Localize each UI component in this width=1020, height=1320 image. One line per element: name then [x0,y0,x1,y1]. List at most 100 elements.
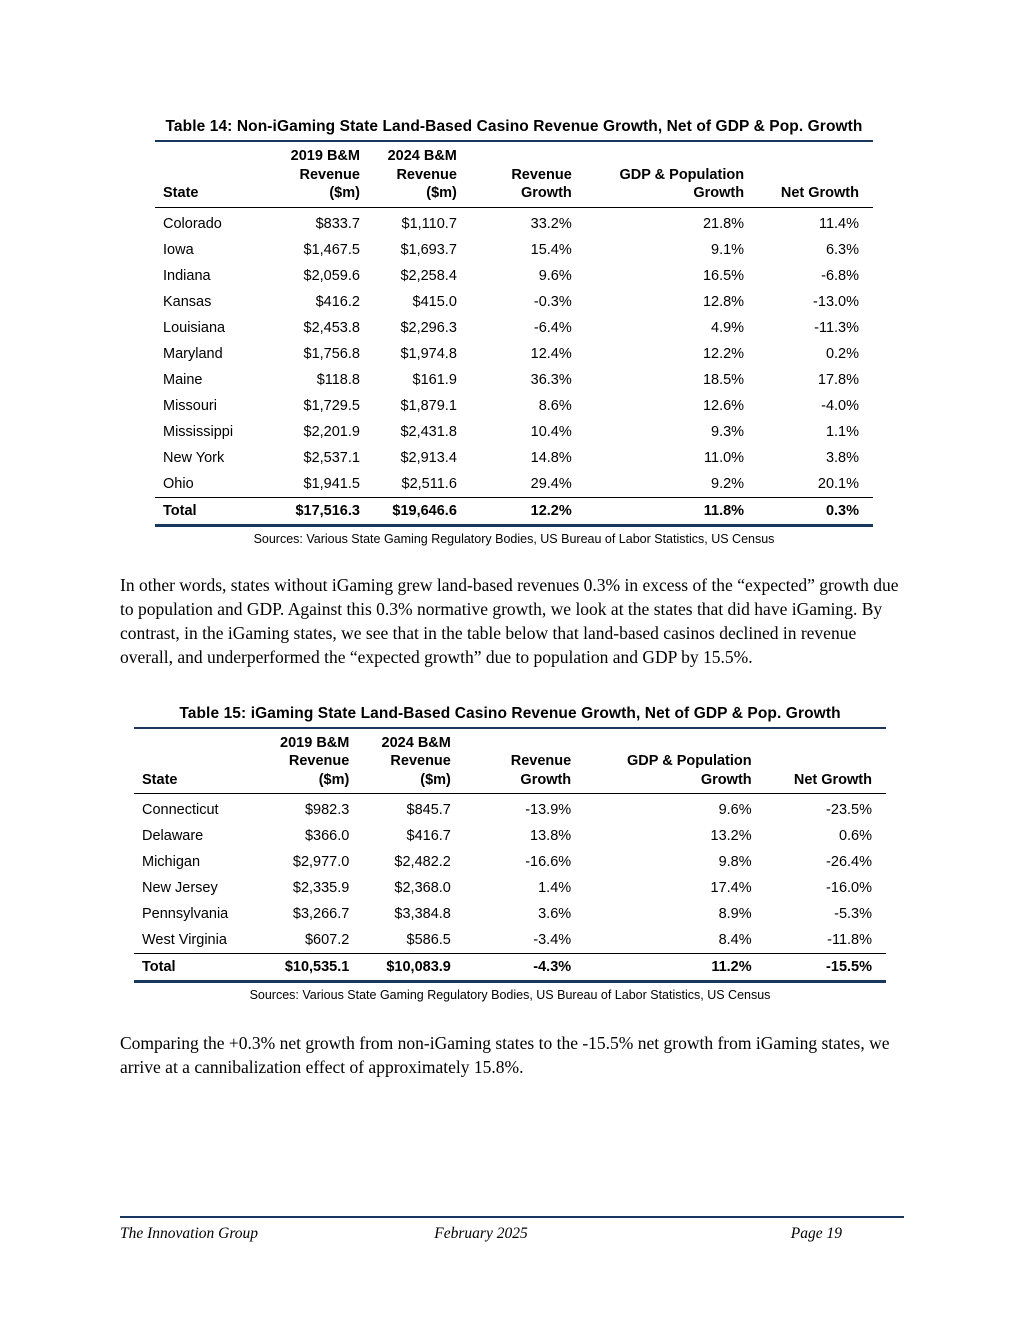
header-gdp-population-growth: GDP & Population Growth [585,141,759,208]
value-cell: 15.4% [530,241,572,258]
state-cell: Maryland [163,345,223,362]
value-cell: $2,977.0 [292,854,350,871]
value-cell: 12.6% [702,397,745,414]
value-cell: 11.0% [704,449,745,466]
total-row: Total $10,535.1 $10,083.9 -4.3% 11.2% -15.5% [134,953,886,984]
table15-body: Connecticut $982.3 $845.7 -13.9% 9.6% -23.5% D… [134,794,886,954]
header-2019-revenue: 2019 B&M Revenue ($m) [277,141,374,208]
header-2024-revenue: 2024 B&M Revenue ($m) [363,727,465,795]
value-cell: $1,941.5 [303,475,360,492]
value-cell: 14.8% [530,449,572,466]
value-cell: $1,756.8 [303,345,360,362]
total-row: Total $17,516.3 $19,646.6 12.2% 11.8% 0.3% [155,496,873,527]
value-cell: 9.3% [711,423,745,440]
table-row: Maryland $1,756.8 $1,974.8 12.4% 12.2% 0.2% [155,341,873,367]
state-cell: Connecticut [142,802,219,819]
value-cell: -6.8% [821,267,859,284]
header-net-growth: Net Growth [765,727,886,795]
value-cell: -0.3% [533,293,572,310]
value-cell: -23.5% [826,802,872,819]
value-cell: 6.3% [825,241,859,258]
value-cell: $2,913.4 [400,449,457,466]
header-net-growth: Net Growth [758,141,873,208]
value-cell: $2,482.2 [394,854,451,871]
state-cell: Delaware [142,828,204,845]
value-cell: 9.2% [711,475,745,492]
table15-footer: Total $10,535.1 $10,083.9 -4.3% 11.2% -15.5% [134,953,886,984]
state-cell: Indiana [163,267,211,284]
state-cell: Ohio [163,475,194,492]
state-cell: Michigan [142,854,201,871]
table14-section: Table 14: Non-iGaming State Land-Based C… [155,118,873,546]
state-cell: New Jersey [142,880,218,897]
header-revenue-growth: Revenue Growth [464,727,586,795]
table-row: New Jersey $2,335.9 $2,368.0 1.4% 17.4% -16.0… [134,875,886,901]
value-cell: -16.6% [525,854,572,871]
table15-header: State 2019 B&M Revenue ($m) 2024 B&M Rev… [134,727,886,795]
value-cell: 8.4% [718,932,752,949]
value-cell: $3,266.7 [292,906,350,923]
table-row: Ohio $1,941.5 $2,511.6 29.4% 9.2% 20.1% [155,471,873,498]
value-cell: 3.8% [825,449,859,466]
table-header-row: State 2019 B&M Revenue ($m) 2024 B&M Rev… [134,727,886,795]
value-cell: 12.4% [530,345,572,362]
header-2024-revenue: 2024 B&M Revenue ($m) [373,141,471,208]
value-cell: 18.5% [702,371,745,388]
value-cell: 12.2% [470,496,586,527]
state-cell: Missouri [163,397,217,414]
table-row: Maine $118.8 $161.9 36.3% 18.5% 17.8% [155,367,873,393]
state-cell: Kansas [163,293,212,310]
value-cell: $2,431.8 [400,423,457,440]
state-cell: Iowa [163,241,194,258]
value-cell: 9.1% [711,241,745,258]
value-cell: -4.3% [464,953,586,984]
value-cell: 10.4% [530,423,572,440]
table-row: Louisiana $2,453.8 $2,296.3 -6.4% 4.9% -11.3% [155,315,873,341]
table-row: New York $2,537.1 $2,913.4 14.8% 11.0% 3.8% [155,445,873,471]
value-cell: $1,467.5 [303,241,360,258]
table-header-row: State 2019 B&M Revenue ($m) 2024 B&M Rev… [155,141,873,208]
table14-footer: Total $17,516.3 $19,646.6 12.2% 11.8% 0.3% [155,496,873,527]
value-cell: 0.3% [758,496,873,527]
value-cell: 17.4% [710,880,752,897]
value-cell: $2,201.9 [303,423,360,440]
value-cell: $366.0 [304,828,350,845]
value-cell: $2,511.6 [401,475,457,492]
table15-section: Table 15: iGaming State Land-Based Casin… [134,704,886,1003]
value-cell: -4.0% [821,397,859,414]
table15: State 2019 B&M Revenue ($m) 2024 B&M Rev… [134,726,886,984]
table15-title: Table 15: iGaming State Land-Based Casin… [179,704,841,722]
state-cell: New York [163,449,225,466]
table15-source: Sources: Various State Gaming Regulatory… [249,988,771,1003]
value-cell: -26.4% [826,854,872,871]
value-cell: 21.8% [702,215,745,232]
value-cell: $118.8 [316,371,360,388]
table14-source: Sources: Various State Gaming Regulatory… [253,531,775,546]
value-cell: 1.4% [538,880,572,897]
header-state: State [155,141,278,208]
state-cell: Total [155,496,278,527]
value-cell: -16.0% [826,880,872,897]
value-cell: 17.8% [817,371,859,388]
table-row: Connecticut $982.3 $845.7 -13.9% 9.6% -23.5% [134,794,886,824]
value-cell: $415.0 [412,293,457,310]
state-cell: Total [134,953,262,984]
value-cell: -13.9% [525,802,572,819]
paragraph-1: In other words, states without iGaming g… [120,574,899,667]
table-row: Delaware $366.0 $416.7 13.8% 13.2% 0.6% [134,823,886,849]
table-row: Kansas $416.2 $415.0 -0.3% 12.8% -13.0% [155,289,873,315]
value-cell: $3,384.8 [394,906,451,923]
table14-header: State 2019 B&M Revenue ($m) 2024 B&M Rev… [155,141,873,208]
value-cell: $586.5 [406,932,451,949]
state-cell: Mississippi [163,423,234,440]
value-cell: $2,296.3 [400,319,457,336]
value-cell: 20.1% [817,475,859,492]
value-cell: $845.7 [406,802,451,819]
value-cell: 12.8% [702,293,745,310]
value-cell: $1,879.1 [400,397,457,414]
state-cell: Maine [163,371,203,388]
value-cell: $1,974.8 [400,345,457,362]
value-cell: -11.3% [814,319,859,336]
value-cell: 8.6% [538,397,572,414]
